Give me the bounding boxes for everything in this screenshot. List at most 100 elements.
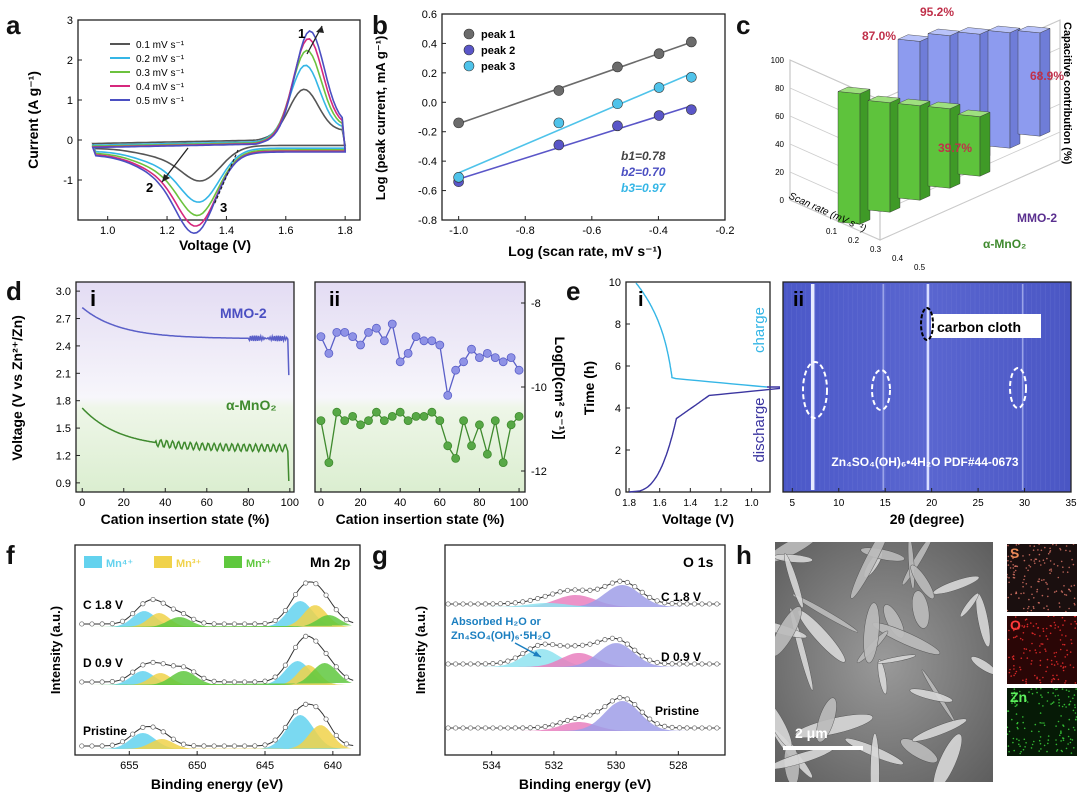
chart-g-annotation-line1: Absorbed H₂O or — [451, 616, 542, 628]
chart-c-xtick-label-3: 0.4 — [892, 254, 904, 263]
edx-o-dot-15 — [1025, 648, 1028, 650]
chart-g-raw-0-4 — [460, 601, 466, 607]
chart-a-curve-1 — [91, 64, 347, 203]
edx-s-dot-58 — [1007, 564, 1010, 566]
edx-s-dot-78 — [1038, 560, 1041, 562]
edx-s-dot-20 — [1070, 585, 1073, 587]
chart-f-trace-p: Pristine — [83, 724, 127, 738]
chart-g-raw-2-44 — [609, 698, 615, 704]
chart-f-raw-1-21 — [150, 659, 156, 666]
chart-d-i-xtick-label-3: 60 — [201, 497, 213, 509]
edx-s-dot-136 — [1033, 560, 1035, 562]
edx-o-dot-66 — [1035, 623, 1038, 625]
edx-zn-dot-134 — [1058, 698, 1060, 701]
chart-g-annotation-arrowhead — [533, 651, 541, 657]
chart-g-raw-2-16 — [505, 725, 511, 731]
edx-s-dot-103 — [1046, 583, 1048, 585]
chart-e-i-time-voltage: 1.8 1.6 1.4 1.2 1.0 0 2 4 6 8 10 i charge discharg… — [581, 277, 780, 527]
edx-s-dot-44 — [1023, 578, 1025, 581]
chart-f-legend-label-1: Mn³⁺ — [176, 558, 202, 570]
chart-g-raw-2-0 — [445, 725, 451, 731]
edx-o-dot-53 — [1036, 676, 1038, 679]
chart-g-raw-2-34 — [572, 715, 578, 721]
chart-f-raw-2-63 — [292, 709, 299, 715]
chart-f-legend-label-0: Mn⁴⁺ — [106, 558, 133, 570]
edx-s-dot-99 — [1069, 590, 1072, 592]
chart-f-raw-2-6 — [99, 743, 105, 749]
edx-zn-dot-19 — [1075, 688, 1077, 690]
edx-zn-dot-12 — [1030, 688, 1033, 690]
chart-e-i-sublabel: i — [638, 289, 644, 311]
edx-s-dot-80 — [1049, 572, 1051, 575]
chart-g-raw-1-50 — [632, 647, 638, 653]
edx-o-dot-31 — [1031, 660, 1033, 662]
chart-c-bar-mmo-4-top — [1017, 25, 1051, 34]
chart-f-frame — [74, 544, 361, 756]
edx-s-dot-124 — [1008, 581, 1010, 584]
edx-o-dot-84 — [1060, 665, 1062, 667]
chart-a-dashed-line — [213, 149, 239, 206]
chart-e-ii-xtick-label-0: 5 — [790, 498, 796, 509]
edx-s-dot-63 — [1053, 591, 1056, 593]
chart-d-i-label-mno: α-MnO₂ — [226, 397, 277, 413]
chart-f-legend-label-2: Mn²⁺ — [246, 558, 272, 570]
chart-c-bar-mno-2-front — [897, 103, 921, 201]
chart-g-raw-1-30 — [557, 643, 563, 649]
chart-g-raw-0-24 — [535, 596, 541, 602]
edx-zn-dot-79 — [1061, 705, 1064, 708]
edx-zn-dot-26 — [1011, 702, 1013, 704]
edx-zn-dot-33 — [1056, 749, 1059, 751]
edx-zn-dot-131 — [1060, 749, 1063, 752]
chart-f-raw-0-60 — [282, 607, 288, 614]
edx-s-dot-96 — [1073, 597, 1076, 600]
chart-f-raw-1-39 — [211, 678, 217, 684]
chart-a-arrowhead-1 — [316, 26, 324, 33]
chart-g-raw-2-36 — [579, 714, 586, 720]
chart-d-ii-xtick-label-1: 20 — [354, 497, 366, 509]
edx-s-dot-47 — [1040, 549, 1043, 552]
edx-o-dot-23 — [1034, 649, 1037, 651]
edx-o-dot-38 — [1074, 682, 1077, 684]
chart-e-ii-sublabel: ii — [793, 289, 804, 311]
chart-g-raw-2-60 — [669, 724, 675, 731]
edx-s-dot-0 — [1029, 545, 1031, 547]
edx-zn-dot-100 — [1020, 750, 1022, 753]
chart-d-ii-xtick-label-4: 80 — [473, 497, 485, 509]
edx-zn-dot-42 — [1018, 739, 1020, 742]
chart-d-ii-point-0-14 — [427, 336, 437, 346]
edx-o-dot-26 — [1023, 648, 1026, 650]
sem-flake-3 — [877, 654, 917, 664]
edx-s-dot-131 — [1047, 595, 1049, 598]
chart-d-i-xtick-label-0: 0 — [79, 497, 85, 509]
edx-o-dot-105 — [1012, 636, 1015, 639]
chart-c-bar-mmo-3-top — [987, 25, 1021, 33]
edx-s-dot-60 — [1050, 568, 1052, 570]
edx-s-dot-32 — [1032, 605, 1035, 608]
chart-g-raw-1-62 — [677, 661, 683, 667]
chart-g-raw-0-46 — [617, 578, 623, 584]
chart-b-point-1-2 — [612, 120, 623, 132]
chart-f-xtick-label-3: 640 — [324, 760, 342, 772]
chart-a-legend-label-3: 0.4 mV s⁻¹ — [136, 82, 185, 93]
chart-d-ii-point-1-1 — [324, 458, 334, 468]
chart-f-raw-1-15 — [130, 669, 136, 675]
chart-f-raw-2-3 — [89, 743, 95, 749]
edx-s-dot-110 — [1023, 607, 1025, 610]
chart-c-bar-mmo-3-front — [987, 30, 1011, 149]
edx-zn-dot-76 — [1057, 694, 1059, 697]
chart-d-ii-point-1-20 — [475, 420, 484, 430]
chart-b-fit-line-2 — [458, 72, 693, 174]
chart-g-raw-0-66 — [691, 601, 698, 607]
chart-c-xtick-label-1: 0.2 — [848, 236, 860, 245]
edx-zn-dot-108 — [1055, 739, 1057, 741]
edx-s-dot-36 — [1068, 566, 1070, 569]
edx-zn-dot-14 — [1039, 742, 1042, 745]
chart-b-xtick-label-2: -0.6 — [582, 225, 601, 237]
edx-s-dot-138 — [1072, 544, 1075, 545]
chart-f-raw-2-72 — [323, 716, 329, 722]
edx-s-dot-5 — [1033, 545, 1036, 547]
edx-o-dot-98 — [1057, 678, 1060, 681]
chart-d-ii-point-1-16 — [443, 441, 453, 451]
edx-zn-dot-118 — [1052, 688, 1055, 689]
edx-o-dot-17 — [1054, 627, 1056, 629]
